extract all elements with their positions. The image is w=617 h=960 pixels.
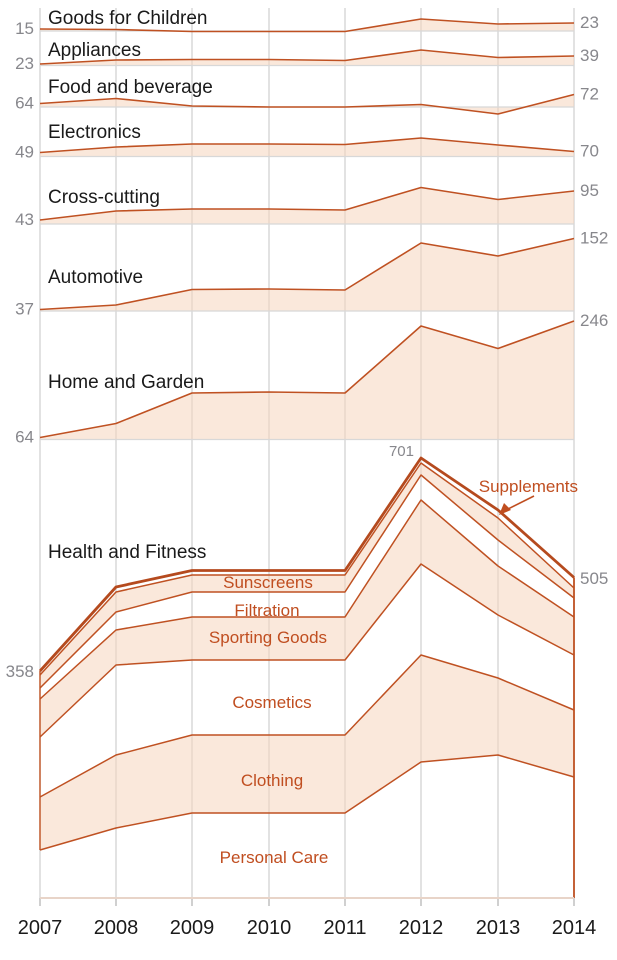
series-line-1 — [39, 49, 575, 65]
band-name-5: Automotive — [48, 267, 143, 288]
year-label-2011: 2011 — [323, 917, 366, 939]
year-label-2013: 2013 — [476, 917, 521, 939]
hf-sub-line-2 — [39, 499, 575, 700]
hf-label-supplements: Supplements — [479, 477, 578, 496]
series-line-3 — [39, 137, 575, 154]
year-label-2008: 2008 — [94, 917, 139, 939]
start-value-3: 49 — [15, 143, 34, 162]
end-value-3: 70 — [580, 142, 599, 161]
year-label-2014: 2014 — [552, 917, 597, 939]
start-value-6: 64 — [15, 428, 34, 447]
band-name-health-and-fitness: Health and Fitness — [48, 542, 206, 563]
area-fill-2 — [40, 94, 574, 114]
start-value-1: 23 — [15, 54, 34, 73]
hf-label-cosmetics: Cosmetics — [232, 693, 311, 712]
supplements-arrow-head — [499, 503, 511, 515]
hf-label-filtration: Filtration — [234, 601, 299, 620]
hf-sub-line-0 — [39, 462, 575, 676]
hf-peak-value: 701 — [389, 443, 414, 460]
series-line-6 — [39, 320, 575, 439]
start-value-4: 43 — [15, 210, 34, 229]
end-value-5: 152 — [580, 229, 608, 248]
series-line-4 — [39, 186, 575, 221]
hf-start-value: 358 — [6, 662, 34, 681]
year-label-2010: 2010 — [247, 917, 292, 939]
end-value-1: 39 — [580, 46, 599, 65]
hf-label-clothing: Clothing — [241, 771, 303, 790]
year-label-2009: 2009 — [170, 917, 215, 939]
end-value-4: 95 — [580, 181, 599, 200]
band-name-6: Home and Garden — [48, 372, 204, 393]
hf-fill-clothing — [40, 655, 574, 850]
area-fill-4 — [40, 187, 574, 224]
year-label-2012: 2012 — [399, 917, 444, 939]
series-line-0 — [39, 18, 575, 33]
hf-total-line — [38, 456, 575, 672]
area-fill-5 — [40, 238, 574, 311]
start-value-2: 64 — [15, 94, 34, 113]
end-value-6: 246 — [580, 311, 608, 330]
band-name-4: Cross-cutting — [48, 187, 160, 208]
series-line-5 — [39, 237, 575, 311]
band-name-2: Food and beverage — [48, 77, 213, 98]
hf-fill-sporting-goods — [40, 500, 574, 737]
start-value-0: 15 — [15, 19, 34, 38]
area-fill-3 — [40, 138, 574, 157]
hf-sub-line-3 — [39, 563, 575, 738]
hf-end-value: 505 — [580, 569, 608, 588]
band-name-3: Electronics — [48, 122, 141, 143]
hf-label-sporting-goods: Sporting Goods — [209, 628, 327, 647]
area-fill-0 — [40, 19, 574, 32]
series-line-2 — [39, 93, 575, 115]
hf-sub-line-1 — [39, 474, 575, 689]
hf-sub-line-4 — [39, 654, 575, 798]
hf-label-personal-care: Personal Care — [220, 848, 329, 867]
year-label-2007: 2007 — [18, 917, 63, 939]
area-fill-1 — [40, 50, 574, 66]
area-fill-6 — [40, 321, 574, 440]
end-value-2: 72 — [580, 85, 599, 104]
band-name-0: Goods for Children — [48, 8, 207, 29]
hf-sub-line-5 — [39, 754, 575, 851]
start-value-5: 37 — [15, 300, 34, 319]
hf-label-sunscreens: Sunscreens — [223, 573, 313, 592]
end-value-0: 23 — [580, 13, 599, 32]
band-name-1: Appliances — [48, 40, 141, 61]
